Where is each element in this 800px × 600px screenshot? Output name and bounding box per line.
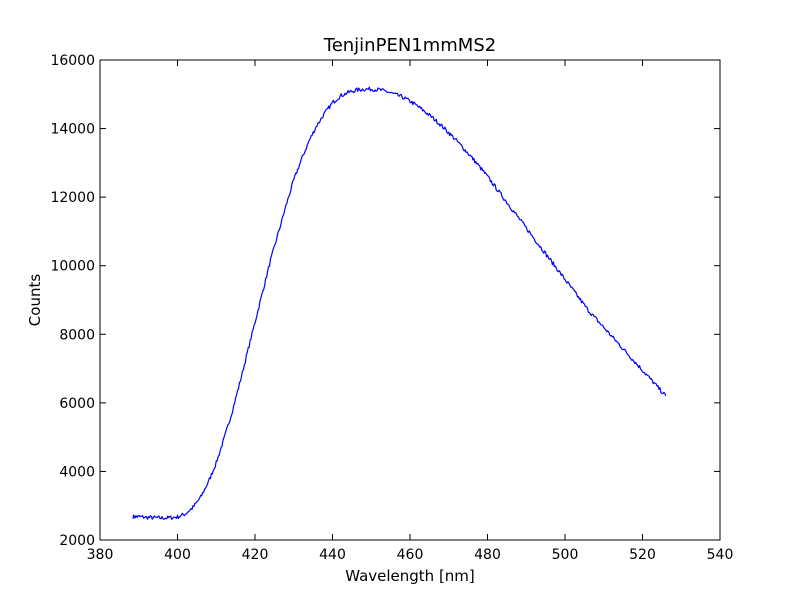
x-tick-label: 520 bbox=[629, 547, 656, 563]
x-tick-label: 540 bbox=[707, 547, 734, 563]
series-group bbox=[132, 86, 667, 520]
x-tick-label: 480 bbox=[474, 547, 501, 563]
y-tick-label: 14000 bbox=[50, 122, 95, 138]
x-tick-label: 500 bbox=[552, 547, 579, 563]
y-tick-label: 6000 bbox=[59, 396, 95, 412]
y-tick-label: 16000 bbox=[50, 53, 95, 69]
y-tick-label: 2000 bbox=[59, 533, 95, 549]
y-tick-label: 4000 bbox=[59, 464, 95, 480]
x-tick-label: 400 bbox=[164, 547, 191, 563]
x-axis-label: Wavelength [nm] bbox=[345, 567, 475, 585]
y-axis-ticks: 2000 4000 6000 8000 10000 12000 14000 16000 bbox=[50, 53, 720, 549]
y-tick-label: 10000 bbox=[50, 259, 95, 275]
x-axis-ticks: 380 400 420 440 460 480 500 520 540 bbox=[87, 60, 734, 563]
y-axis-label: Counts bbox=[26, 274, 44, 327]
plot-area bbox=[100, 60, 720, 540]
spectrum-line bbox=[132, 86, 667, 520]
x-tick-label: 420 bbox=[242, 547, 269, 563]
x-tick-label: 460 bbox=[397, 547, 424, 563]
y-tick-label: 8000 bbox=[59, 327, 95, 343]
chart-title: TenjinPEN1mmMS2 bbox=[323, 35, 496, 56]
x-tick-label: 440 bbox=[319, 547, 346, 563]
y-tick-label: 12000 bbox=[50, 190, 95, 206]
x-tick-label: 380 bbox=[87, 547, 114, 563]
